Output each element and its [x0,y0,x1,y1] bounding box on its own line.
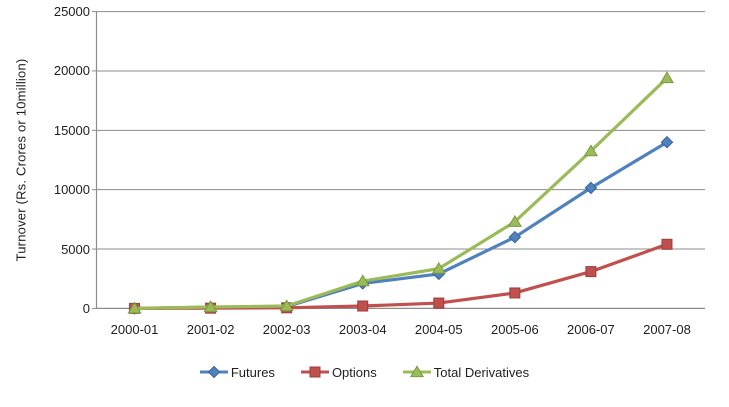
y-tick-label: 25000 [53,4,90,20]
x-axis-label: 2005-06 [490,322,539,337]
y-tick-label: 15000 [53,122,90,138]
y-tick-label: 0 [82,300,90,316]
y-axis-title: Turnover (Rs. Crores or 10million) [13,58,29,262]
series-line-total-derivatives [132,76,669,310]
x-axis-label: 2000-01 [110,322,159,337]
legend-marker [207,365,221,379]
data-point-marker [279,299,294,312]
data-point-marker [659,71,675,84]
x-axis-label: 2006-07 [567,322,615,337]
data-point-marker [357,300,369,312]
series-line-futures [132,140,669,310]
data-point-marker [585,266,597,278]
x-axis-label: 2001-02 [186,322,235,337]
data-point-marker [127,301,142,314]
y-tick-label: 5000 [61,241,90,257]
legend: Futures Options Total Derivatives [0,361,729,383]
data-point-marker [584,181,598,195]
data-point-marker [583,144,598,157]
legend-label: Total Derivatives [433,364,530,380]
legend-label: Options [331,364,377,380]
legend-marker [309,366,321,378]
x-axis-label: 2002-03 [262,322,311,337]
data-point-marker [660,135,674,149]
legend-label: Futures [230,364,275,380]
x-axis-label: 2003-04 [338,322,387,337]
triangle-marker-icon [402,365,431,378]
square-marker-icon [300,366,329,378]
y-tick-label: 10000 [53,182,90,198]
diamond-marker-icon [199,365,228,379]
legend-marker [409,365,424,378]
data-point-marker [355,274,370,287]
data-point-marker [433,297,445,309]
data-point-marker [661,238,673,250]
y-tick-label: 20000 [53,63,90,79]
legend-item-futures: Futures [199,364,275,380]
data-point-marker [508,230,522,244]
x-axis-label: 2004-05 [414,322,463,337]
data-point-marker [431,261,446,274]
legend-item-total-derivatives: Total Derivatives [402,364,530,380]
data-point-marker [507,214,522,227]
data-point-marker [203,300,218,313]
x-axis-label: 2007-08 [643,322,691,337]
legend-item-options: Options [300,364,377,380]
data-point-marker [509,287,521,299]
